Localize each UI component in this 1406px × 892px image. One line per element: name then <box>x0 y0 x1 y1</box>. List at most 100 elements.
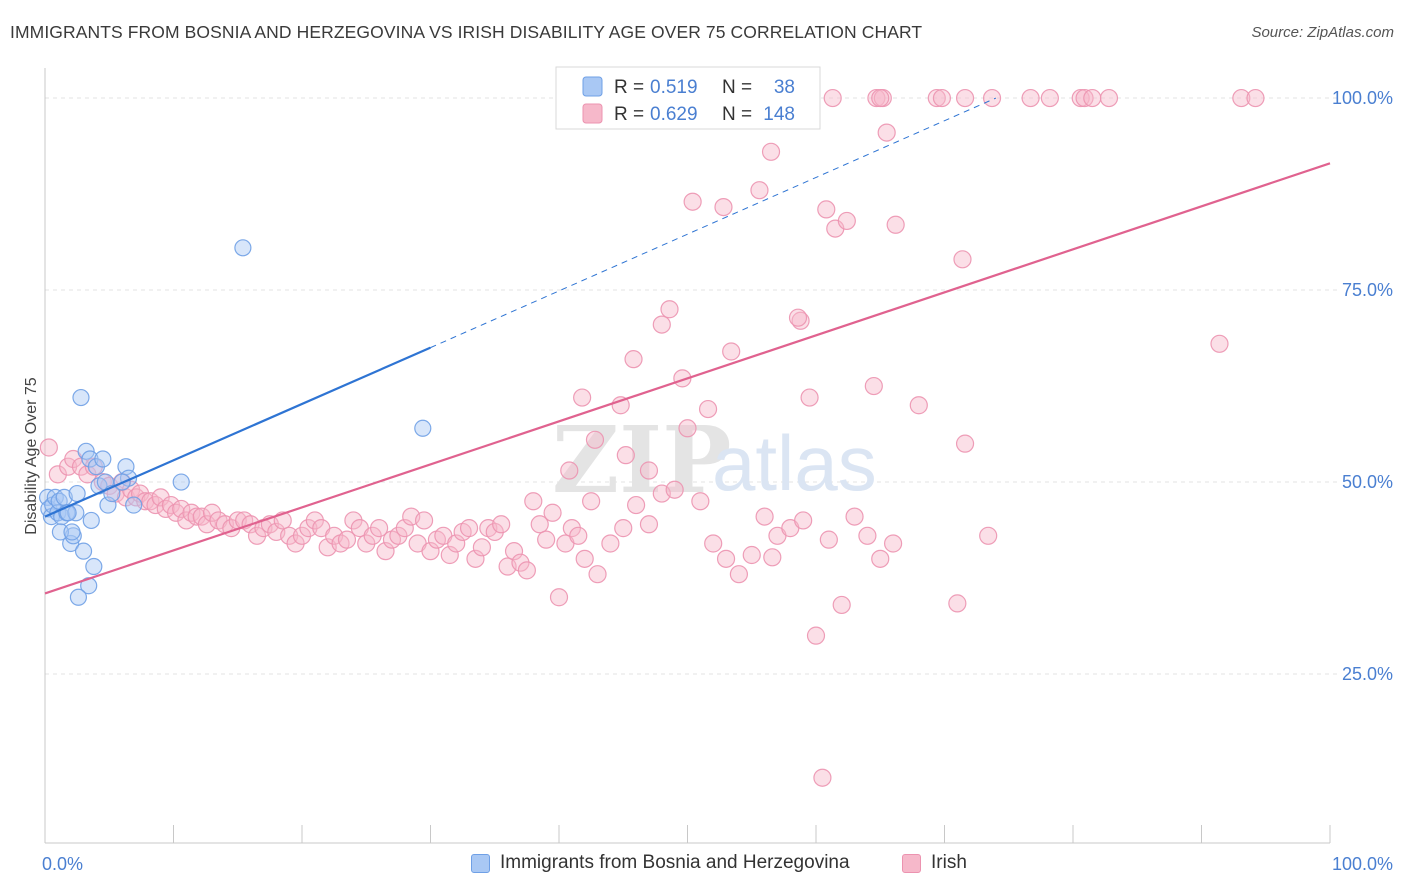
irish-point <box>573 388 592 407</box>
irish-point <box>763 548 782 567</box>
bosnia-point <box>69 588 88 606</box>
irish-point <box>639 515 659 534</box>
irish-point <box>750 181 769 200</box>
irish-point <box>472 538 491 557</box>
irish-point <box>794 511 813 530</box>
irish-point <box>1099 88 1119 108</box>
x-axis-ticks <box>44 825 1331 843</box>
bottom-legend: Immigrants from Bosnia and Herzegovina I… <box>0 852 1406 878</box>
irish-point <box>714 197 733 217</box>
irish-point <box>909 396 928 415</box>
irish-point <box>819 530 838 549</box>
irish-point <box>722 342 741 361</box>
watermark: ZIP atlas <box>552 406 877 514</box>
irish-point <box>864 376 883 396</box>
irish-point <box>560 461 579 480</box>
irish-point <box>626 495 646 515</box>
y-tick-label: 50.0% <box>1342 472 1393 492</box>
y-tick-label: 100.0% <box>1332 88 1393 108</box>
irish-point <box>979 526 998 545</box>
legend-r-label: R = <box>614 77 644 98</box>
bottom-legend-item-bosnia[interactable]: Immigrants from Bosnia and Herzegovina <box>471 852 850 874</box>
irish-point <box>729 565 749 584</box>
irish-point <box>660 300 679 319</box>
legend-r-value: 0.629 <box>650 104 698 125</box>
source-label: Source: ZipAtlas.com <box>1251 24 1394 41</box>
y-axis-label: Disability Age Over 75 <box>23 377 40 535</box>
irish-point <box>823 88 842 108</box>
irish-point <box>421 542 440 561</box>
irish-point <box>845 507 864 526</box>
irish-point <box>582 492 601 511</box>
y-tick-label: 75.0% <box>1342 280 1393 300</box>
irish-point <box>466 549 485 568</box>
irish-point <box>624 350 643 369</box>
irish-point <box>953 250 972 269</box>
irish-point <box>704 534 723 553</box>
irish-point <box>948 594 967 613</box>
gridlines <box>45 97 1340 675</box>
irish-point <box>187 507 206 526</box>
bosnia-point <box>414 419 432 437</box>
bottom-legend-item-irish[interactable]: Irish <box>902 852 967 874</box>
bosnia-trend-line <box>44 346 431 518</box>
irish-point <box>678 419 697 438</box>
bottom-legend-swatch-bosnia <box>471 853 490 873</box>
y-tick-label: 25.0% <box>1342 664 1393 684</box>
irish-point <box>504 542 524 561</box>
legend-r-label: R = <box>614 104 644 125</box>
irish-point <box>543 503 562 522</box>
irish-point <box>927 88 946 108</box>
bosnia-point <box>72 388 90 407</box>
irish-point <box>877 123 896 142</box>
irish-point <box>806 626 826 645</box>
irish-point <box>761 142 781 161</box>
irish-point <box>1040 88 1059 108</box>
irish-point <box>585 430 605 449</box>
irish-point <box>492 515 511 534</box>
irish-point <box>575 549 594 568</box>
irish-point <box>48 465 67 484</box>
irish-point <box>588 565 607 584</box>
irish-point <box>813 768 832 787</box>
bosnia-point <box>94 450 112 468</box>
legend-row-irish: R = 0.629 N = 148 <box>582 103 795 125</box>
legend-row-bosnia: R = 0.519 N = 38 <box>582 76 795 98</box>
irish-point <box>742 545 761 565</box>
y-tick-labels: 25.0% 50.0% 75.0% 100.0% <box>1332 88 1393 684</box>
bosnia-point <box>82 511 100 530</box>
legend: R = 0.519 N = 38 R = 0.629 N = 148 <box>555 66 821 130</box>
irish-point <box>837 211 856 231</box>
irish-point <box>569 526 588 545</box>
irish-point <box>1075 88 1094 108</box>
legend-n-value: 148 <box>763 104 795 125</box>
irish-point <box>800 388 819 407</box>
bosnia-point <box>74 542 93 560</box>
chart-title: IMMIGRANTS FROM BOSNIA AND HERZEGOVINA V… <box>10 22 923 42</box>
bosnia-point <box>234 239 252 257</box>
irish-point <box>459 519 479 538</box>
bosnia-points <box>38 239 432 606</box>
irish-point <box>440 545 459 565</box>
irish-point <box>817 200 836 219</box>
irish-point <box>867 88 886 108</box>
legend-r-value: 0.519 <box>650 77 698 98</box>
bottom-legend-label-irish: Irish <box>931 852 967 873</box>
bosnia-point <box>125 496 143 514</box>
irish-point <box>1083 88 1102 108</box>
irish-point <box>832 595 851 615</box>
irish-point <box>639 461 659 480</box>
irish-point <box>791 311 810 330</box>
irish-point <box>698 399 718 419</box>
bosnia-trend-line-extension <box>430 97 997 349</box>
irish-point <box>691 492 710 511</box>
legend-n-label: N = <box>722 104 752 125</box>
irish-point <box>665 480 684 499</box>
irish-point <box>151 488 170 507</box>
irish-point <box>1232 88 1251 108</box>
irish-point <box>871 88 890 108</box>
irish-point <box>716 549 736 568</box>
irish-point <box>683 192 702 211</box>
irish-point <box>530 515 549 534</box>
irish-point <box>932 88 952 108</box>
